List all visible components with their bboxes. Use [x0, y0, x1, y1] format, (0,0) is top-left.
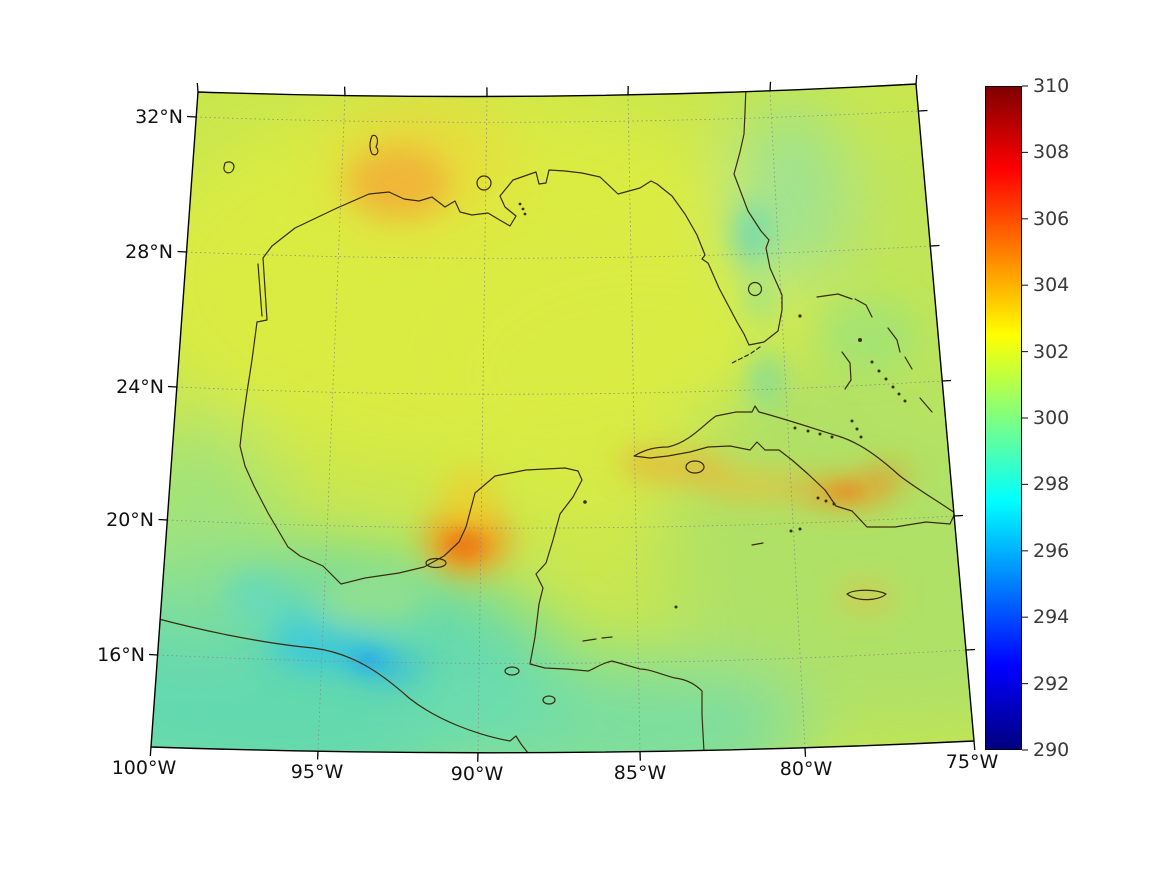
coastline-north-america — [239, 85, 783, 753]
cb-label-298: 298 — [1033, 473, 1070, 495]
cb-label-302: 302 — [1033, 341, 1070, 363]
temperature-field — [151, 84, 974, 753]
lat-label-20n: 20°N — [106, 509, 154, 531]
lon-label-75w: 75°W — [945, 751, 999, 773]
cb-label-300: 300 — [1033, 407, 1070, 429]
cb-label-296: 296 — [1033, 540, 1070, 562]
lon-label-80w: 80°W — [779, 758, 833, 780]
colorbar — [985, 86, 1022, 750]
map-boundary — [150, 83, 975, 754]
lon-label-95w: 95°W — [290, 761, 344, 783]
lon-label-85w: 85°W — [613, 762, 667, 784]
cb-label-306: 306 — [1033, 208, 1070, 230]
cb-label-304: 304 — [1033, 274, 1070, 296]
coastlines — [154, 85, 956, 753]
lat-label-16n: 16°N — [97, 644, 145, 666]
coastline-jamaica — [846, 589, 887, 601]
colorbar-ticks — [1022, 85, 1028, 751]
island-dots — [518, 202, 907, 609]
cb-label-308: 308 — [1033, 141, 1070, 163]
graticule — [157, 90, 967, 753]
lon-label-90w: 90°W — [450, 763, 504, 785]
coastline-pacific — [154, 617, 529, 753]
lat-label-24n: 24°N — [116, 376, 164, 398]
lat-label-32n: 32°N — [135, 106, 183, 128]
cb-label-290: 290 — [1033, 739, 1070, 761]
coastline-isla-juventud — [685, 460, 705, 474]
cb-label-310: 310 — [1033, 75, 1070, 97]
colorbar-gradient — [986, 87, 1021, 749]
lat-label-28n: 28°N — [125, 241, 173, 263]
cb-label-292: 292 — [1033, 673, 1070, 695]
lon-label-100w: 100°W — [111, 757, 177, 779]
cb-label-294: 294 — [1033, 606, 1070, 628]
axis-ticks — [148, 74, 976, 762]
